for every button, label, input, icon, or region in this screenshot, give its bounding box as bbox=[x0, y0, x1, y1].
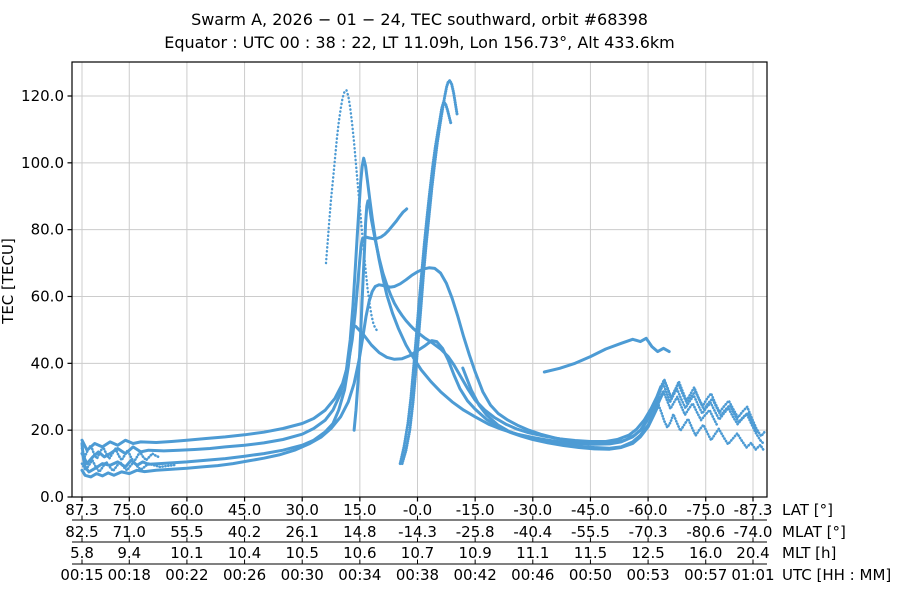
y-tick-label: 120.0 bbox=[21, 87, 64, 105]
axis-row-2-value: 10.4 bbox=[228, 544, 261, 562]
axis-row-0-value: -30.0 bbox=[513, 501, 552, 519]
axis-row-1-caption: MLAT [°] bbox=[782, 523, 846, 541]
axis-row-1-value: -70.3 bbox=[629, 523, 668, 541]
axis-row-1-value: -14.3 bbox=[398, 523, 437, 541]
axis-row-0-value: -0.0 bbox=[403, 501, 432, 519]
y-axis: 0.0 20.0 40.0 60.0 80.0 100.0 120.0 bbox=[21, 87, 72, 506]
axis-row-3-value: 00:30 bbox=[281, 566, 324, 584]
axis-row-1-value: -40.4 bbox=[513, 523, 552, 541]
axis-row-2-value: 20.4 bbox=[736, 544, 769, 562]
axis-row-1-value: 26.1 bbox=[286, 523, 319, 541]
axis-row-3-value: 00:50 bbox=[569, 566, 612, 584]
axis-row-0-value: 30.0 bbox=[286, 501, 319, 519]
axis-row-0-value: -15.0 bbox=[456, 501, 495, 519]
axis-row-1-value: 14.8 bbox=[343, 523, 376, 541]
axis-row-2-value: 10.7 bbox=[401, 544, 434, 562]
axis-row-3-value: 00:42 bbox=[454, 566, 497, 584]
axis-row-2-value: 10.1 bbox=[170, 544, 203, 562]
axis-row-0-value: 75.0 bbox=[113, 501, 146, 519]
series-trace-short-descending-tail bbox=[662, 390, 719, 428]
axis-row-1-value: 82.5 bbox=[65, 523, 98, 541]
title-block: Swarm A, 2026 − 01 − 24, TEC southward, … bbox=[0, 8, 839, 54]
y-tick-label: 0.0 bbox=[40, 488, 64, 506]
axis-row-2-value: 12.5 bbox=[631, 544, 664, 562]
axis-row-1-value: 71.0 bbox=[113, 523, 146, 541]
axis-row-1-value: -74.0 bbox=[734, 523, 773, 541]
series-trace-double-hump-tail bbox=[657, 403, 766, 453]
chart-subtitle: Equator : UTC 00 : 38 : 22, LT 11.09h, L… bbox=[164, 33, 675, 52]
chart-title: Swarm A, 2026 − 01 − 24, TEC southward, … bbox=[191, 10, 648, 29]
axis-row-3-value: 00:38 bbox=[396, 566, 439, 584]
x-axis-rows: 87.3 75.0 60.0 45.0 30.0 15.0 -0.0 -15.0 -30.0 -4… bbox=[60, 497, 891, 584]
axis-row-0-value: -45.0 bbox=[571, 501, 610, 519]
axis-row-2-value: 9.4 bbox=[117, 544, 141, 562]
axis-row-2-value: 11.1 bbox=[516, 544, 549, 562]
series-trace-short-descending bbox=[461, 366, 665, 450]
series-trace-peak-89 bbox=[352, 199, 663, 443]
axis-row-3-caption: UTC [HH : MM] bbox=[782, 566, 891, 584]
axis-row-0-value: 87.3 bbox=[65, 501, 98, 519]
axis-row-0-caption: LAT [°] bbox=[782, 501, 833, 519]
axis-row-2-caption: MLT [h] bbox=[782, 544, 836, 562]
axis-row-0-value: -60.0 bbox=[629, 501, 668, 519]
y-tick-label: 100.0 bbox=[21, 154, 64, 172]
series-trace-peak-124 bbox=[400, 79, 459, 466]
axis-row-3-value: 00:53 bbox=[626, 566, 669, 584]
axis-row-2-value: 10.5 bbox=[286, 544, 319, 562]
series-trace-peak-89-tail bbox=[659, 378, 759, 435]
y-tick-label: 80.0 bbox=[31, 221, 64, 239]
series-left-noise-1 bbox=[80, 443, 162, 464]
axis-row-0-value: -75.0 bbox=[686, 501, 725, 519]
y-tick-label: 40.0 bbox=[31, 354, 64, 372]
y-tick-label: 60.0 bbox=[31, 288, 64, 306]
axis-row-2-value: 11.5 bbox=[574, 544, 607, 562]
series-trace-peak-101-tail bbox=[657, 379, 767, 438]
axis-row-0-value: 45.0 bbox=[228, 501, 261, 519]
axis-row-1-value: 55.5 bbox=[170, 523, 203, 541]
axis-row-0-value: 60.0 bbox=[170, 501, 203, 519]
axis-row-3-value: 00:46 bbox=[511, 566, 554, 584]
axis-row-3-value: 00:34 bbox=[338, 566, 381, 584]
axis-row-2-value: 16.0 bbox=[689, 544, 722, 562]
axis-row-1-value: -25.8 bbox=[456, 523, 495, 541]
grid bbox=[72, 62, 767, 497]
axis-row-1-value: -55.5 bbox=[571, 523, 610, 541]
series-trace-mid-upper-bump bbox=[542, 336, 671, 374]
axis-row-0-value: -87.3 bbox=[734, 501, 773, 519]
axis-row-0-value: 15.0 bbox=[343, 501, 376, 519]
series-trace-ends-86 bbox=[80, 207, 409, 452]
axis-row-3-value: 00:15 bbox=[60, 566, 103, 584]
axis-row-3-value: 00:57 bbox=[684, 566, 727, 584]
y-tick-label: 20.0 bbox=[31, 421, 64, 439]
plot-frame bbox=[71, 61, 768, 498]
axis-row-3-value: 01:01 bbox=[731, 566, 774, 584]
axis-row-3-value: 00:22 bbox=[165, 566, 208, 584]
series-trace-flat-top-68 bbox=[80, 266, 662, 479]
axis-row-3-value: 00:26 bbox=[223, 566, 266, 584]
axis-row-3-value: 00:18 bbox=[108, 566, 151, 584]
series-trace-peak-118 bbox=[398, 100, 453, 466]
axis-row-1-value: 40.2 bbox=[228, 523, 261, 541]
axis-row-2-value: 10.6 bbox=[343, 544, 376, 562]
axis-row-2-value: 5.8 bbox=[70, 544, 94, 562]
axis-row-1-value: -80.6 bbox=[686, 523, 725, 541]
series-group bbox=[80, 79, 767, 479]
series-trace-spike-121 bbox=[324, 88, 379, 332]
axis-row-2-value: 10.9 bbox=[458, 544, 491, 562]
